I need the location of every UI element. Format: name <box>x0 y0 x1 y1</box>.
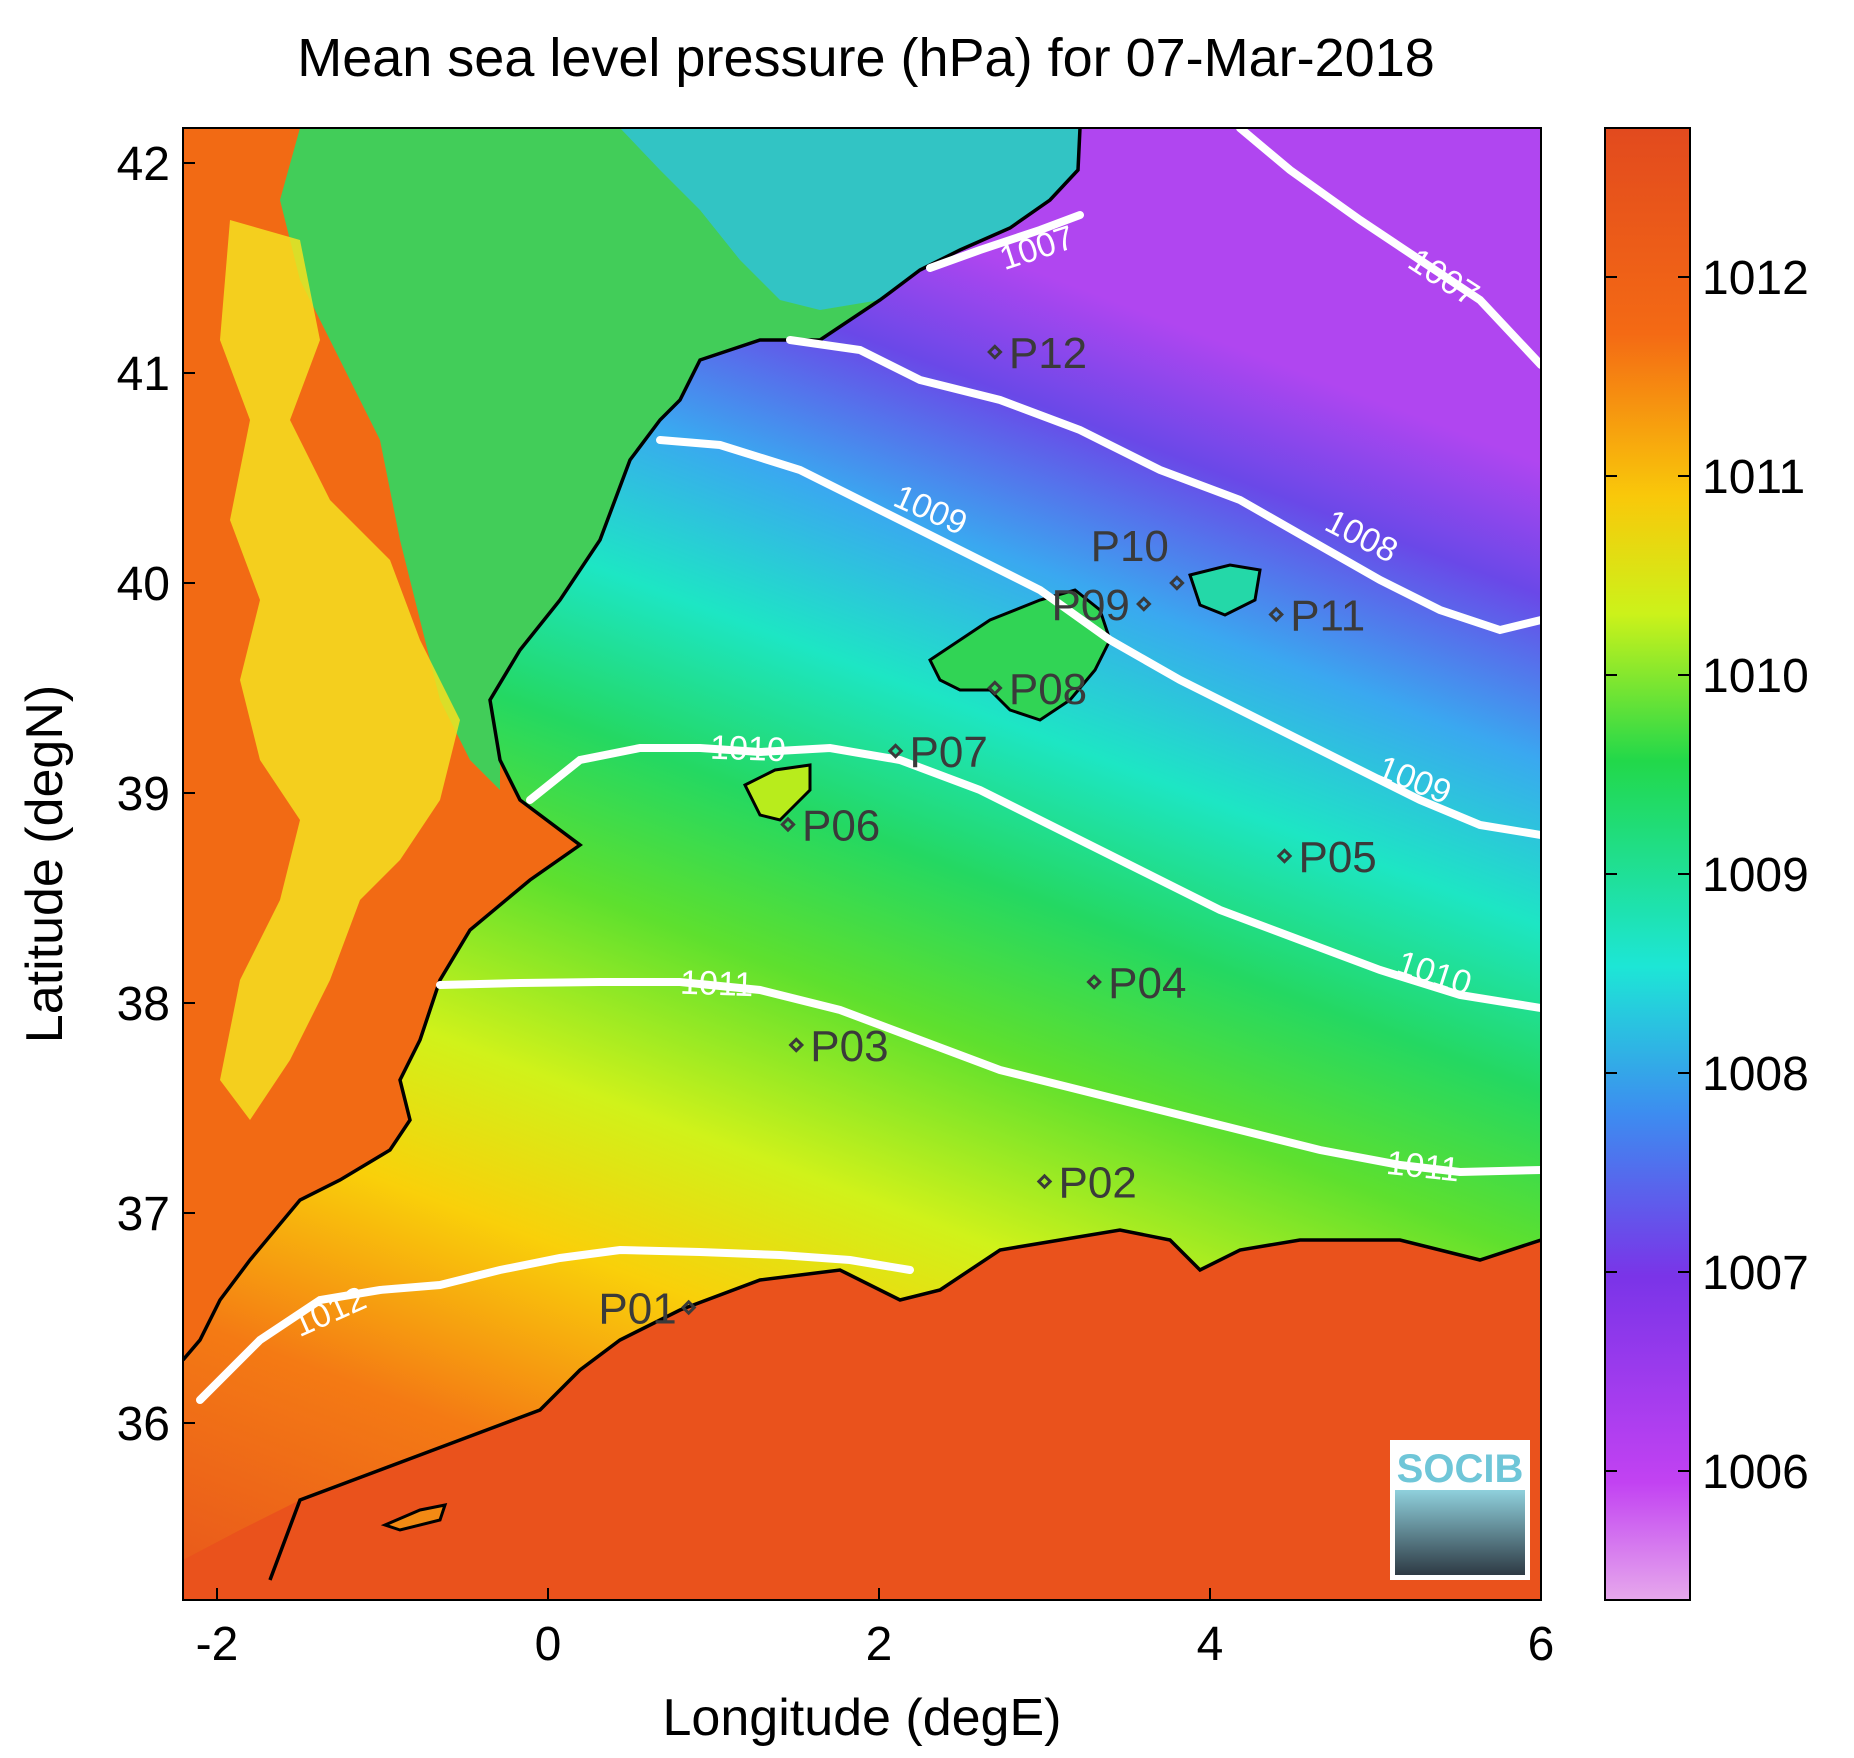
x-tick-label: 6 <box>1528 1618 1555 1671</box>
colorbar-ticks <box>1605 276 1690 1472</box>
isobar-1011 <box>436 978 1541 1177</box>
station-label: P08 <box>1009 665 1087 714</box>
station-marker <box>1276 848 1293 864</box>
north-africa-land <box>183 1230 1541 1600</box>
africa-coastline <box>268 1228 1541 1581</box>
station-label: P02 <box>1059 1159 1137 1208</box>
isobar-1010 <box>526 743 1541 1012</box>
colorbar-tick-label: 1011 <box>1702 451 1805 504</box>
station-marker <box>1268 606 1284 623</box>
station-label: P12 <box>1009 329 1087 378</box>
menorca-island <box>1188 563 1262 617</box>
iberia-cyan-region <box>620 128 1080 310</box>
colorbar-tick-label: 1010 <box>1702 650 1809 703</box>
y-axis <box>183 162 195 1424</box>
ibiza-island <box>742 763 812 822</box>
station-marker <box>680 1299 697 1316</box>
colorbar-gradient <box>1604 127 1691 1601</box>
station-markers: P01 P02 P03 P04 P05 P06 P07 P08 P09 P10 P11 P12 <box>598 329 1376 1334</box>
station-marker <box>1136 596 1152 612</box>
map-plot-area: 1007 1007 1008 1009 1009 1010 1010 1011 … <box>183 128 1541 1600</box>
iberia-yellow-patches <box>220 220 460 1120</box>
y-axis-title: Latitude (degN) <box>16 685 74 1043</box>
alboran-island <box>380 1503 448 1532</box>
x-tick-label: -2 <box>196 1618 239 1671</box>
station-label: P05 <box>1298 833 1376 882</box>
station-marker <box>1169 575 1185 591</box>
isobar-1007-east <box>1236 128 1541 369</box>
isobar-label: 1011 <box>680 964 754 1005</box>
station-label: P07 <box>910 728 988 777</box>
y-tick-label: 38 <box>117 978 170 1031</box>
plot-frame <box>182 127 1542 1601</box>
isobar-1012 <box>196 1245 914 1404</box>
colorbar-tick-label: 1008 <box>1702 1048 1809 1101</box>
iberia-coastline <box>183 128 1082 1362</box>
y-tick-label: 40 <box>117 558 170 611</box>
station-marker <box>788 1037 805 1053</box>
colorbar-tick-label: 1007 <box>1702 1247 1809 1300</box>
y-tick-label: 42 <box>117 138 170 191</box>
station-label: P10 <box>1091 522 1169 571</box>
station-marker <box>887 743 904 759</box>
station-label: P01 <box>598 1285 676 1334</box>
colorbar-tick-label: 1012 <box>1702 252 1809 305</box>
station-label: P09 <box>1052 581 1130 630</box>
map-title: Mean sea level pressure (hPa) for 07-Mar… <box>297 28 1435 88</box>
y-tick-labels: 36 37 38 39 40 41 42 <box>117 138 170 1451</box>
station-label: P04 <box>1108 959 1186 1008</box>
y-tick-label: 41 <box>117 348 170 401</box>
x-tick-labels: -2 0 2 4 6 <box>196 1618 1555 1671</box>
isobar-1008 <box>786 336 1541 635</box>
x-tick-label: 2 <box>866 1618 893 1671</box>
logo-text: SOCIB <box>1397 1447 1524 1491</box>
isobar-1009 <box>656 436 1541 839</box>
station-marker <box>987 680 1003 696</box>
colorbar-tick-label: 1006 <box>1702 1446 1809 1499</box>
station-label: P03 <box>810 1022 888 1071</box>
colorbar: 1006 1007 1008 1009 1010 1011 1012 <box>1604 127 1809 1601</box>
socib-logo: SOCIB <box>1390 1440 1530 1580</box>
y-tick-label: 39 <box>117 768 170 821</box>
isobar-1007-north <box>926 211 1084 272</box>
x-tick-label: 4 <box>1197 1618 1224 1671</box>
isobar-label: 1010 <box>709 729 786 770</box>
isobar-lines <box>196 128 1541 1404</box>
y-tick-label: 36 <box>117 1398 170 1451</box>
x-tick-label: 0 <box>535 1618 562 1671</box>
logo-image <box>1395 1490 1525 1575</box>
station-marker <box>987 344 1003 360</box>
station-label: P06 <box>802 802 880 851</box>
station-marker <box>1086 974 1102 990</box>
x-axis-title: Longitude (degE) <box>663 1689 1062 1747</box>
colorbar-tick-label: 1009 <box>1702 849 1809 902</box>
station-marker <box>780 816 796 833</box>
station-label: P11 <box>1290 592 1365 641</box>
y-tick-label: 37 <box>117 1188 170 1241</box>
isobar-label: 1011 <box>1385 1144 1462 1189</box>
station-marker <box>1036 1173 1053 1190</box>
x-axis <box>216 1588 1542 1600</box>
